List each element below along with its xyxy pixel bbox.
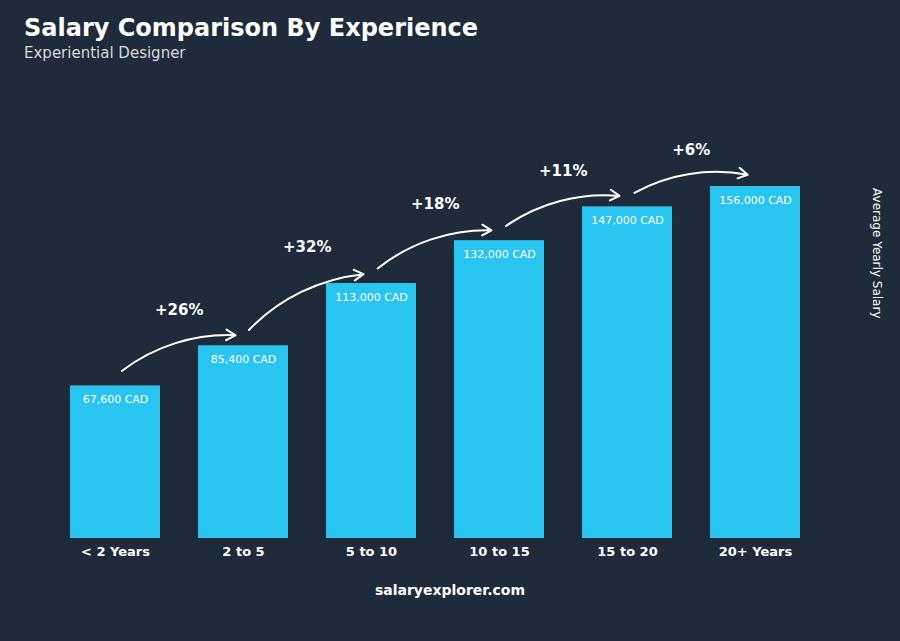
- svg-text:+32%: +32%: [283, 238, 331, 256]
- svg-text:67,600 CAD: 67,600 CAD: [83, 393, 149, 406]
- svg-text:+18%: +18%: [411, 195, 459, 213]
- html-text:Salary Comparison By Experienc: Salary Comparison By Experience: [24, 14, 479, 42]
- svg-text:10 to 15: 10 to 15: [469, 544, 529, 559]
- svg-text:< 2 Years: < 2 Years: [81, 544, 150, 559]
- svg-text:156,000 CAD: 156,000 CAD: [719, 194, 792, 207]
- svg-text:113,000 CAD: 113,000 CAD: [335, 291, 408, 304]
- svg-text:+26%: +26%: [155, 301, 203, 319]
- svg-text:20+ Years: 20+ Years: [719, 544, 793, 559]
- svg-text:+6%: +6%: [672, 141, 710, 159]
- svg-text:5 to 10: 5 to 10: [346, 544, 397, 559]
- html-text:Experiential Designer: Experiential Designer: [24, 44, 186, 62]
- html-text:salaryexplorer.com: salaryexplorer.com: [374, 582, 526, 598]
- svg-text:+11%: +11%: [539, 162, 587, 180]
- svg-text:132,000 CAD: 132,000 CAD: [463, 248, 536, 261]
- svg-text:Average Yearly Salary: Average Yearly Salary: [870, 188, 884, 318]
- svg-text:147,000 CAD: 147,000 CAD: [591, 214, 664, 227]
- svg-text:85,400 CAD: 85,400 CAD: [211, 353, 277, 366]
- svg-text:2 to 5: 2 to 5: [222, 544, 264, 559]
- svg-text:15 to 20: 15 to 20: [597, 544, 657, 559]
